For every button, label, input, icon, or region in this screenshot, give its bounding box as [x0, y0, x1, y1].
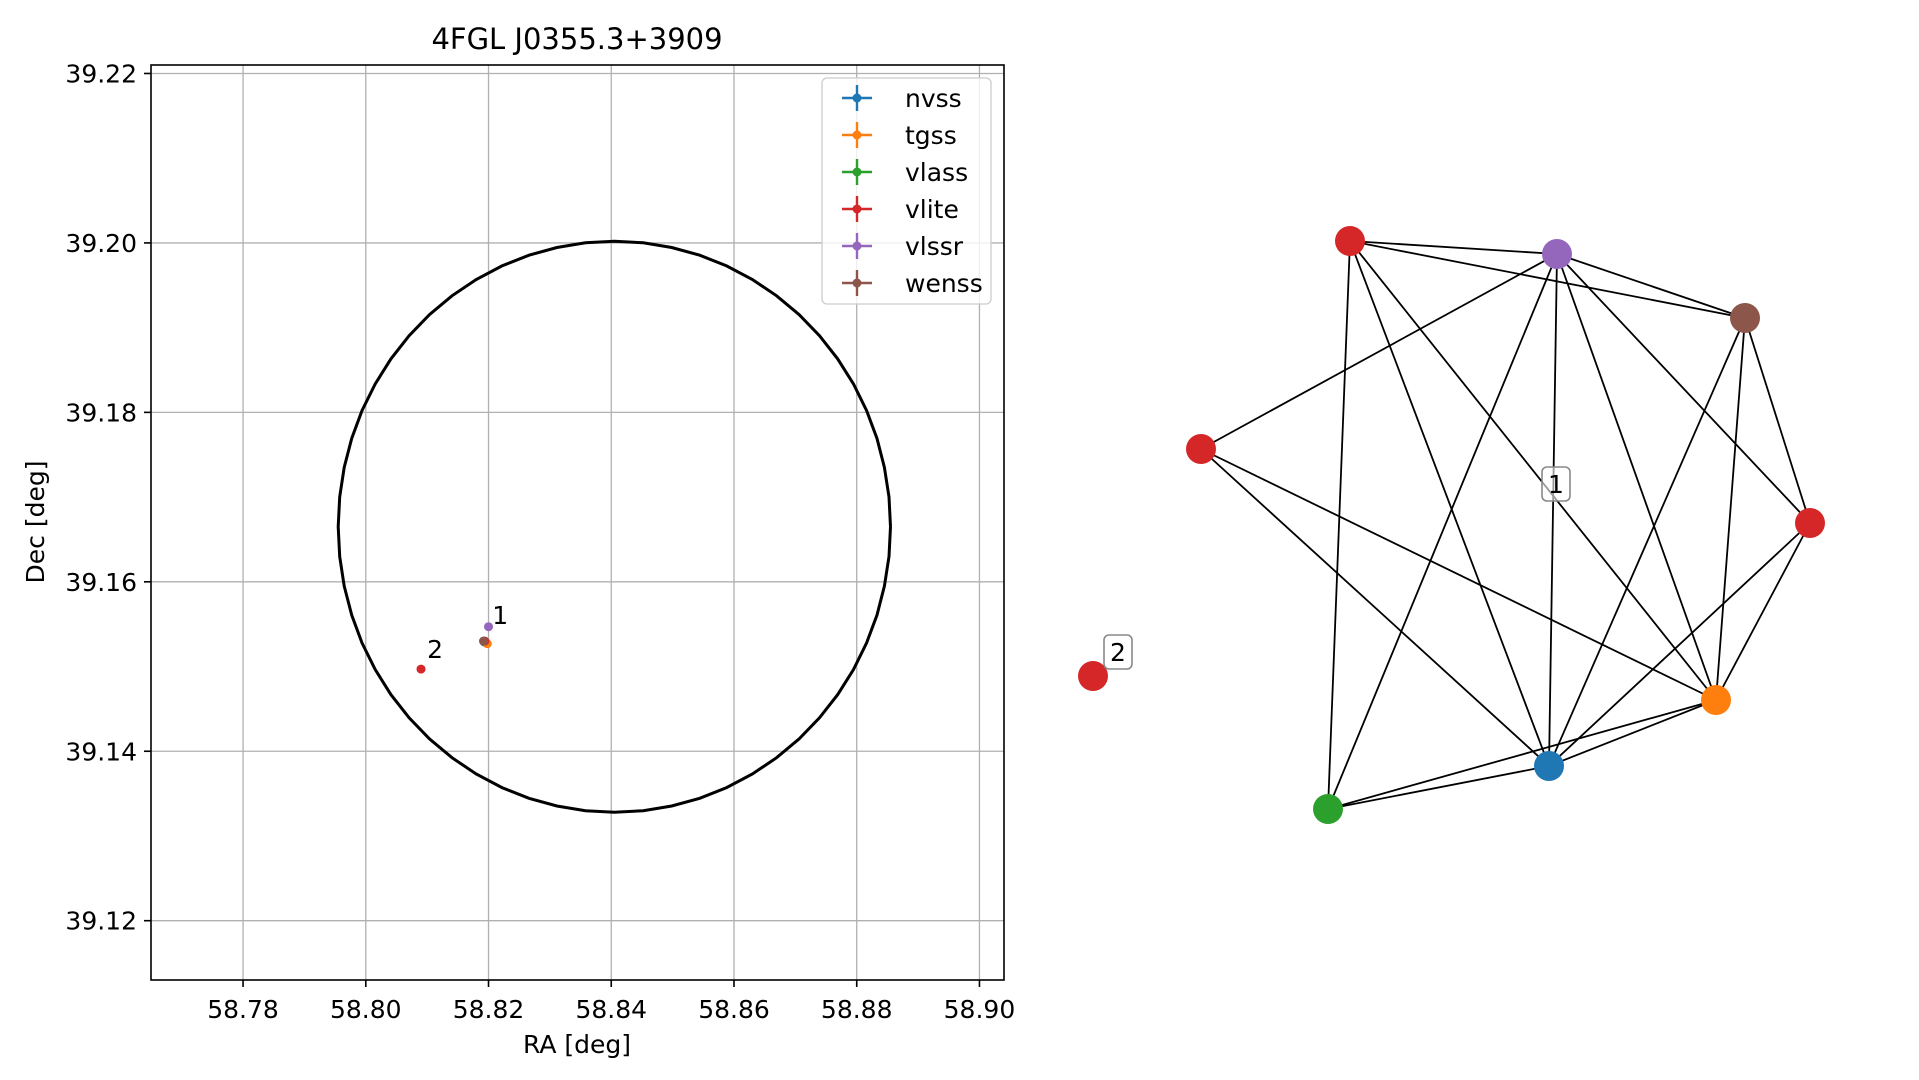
legend-dot-vlite [852, 204, 862, 214]
network-edge [1327, 765, 1550, 810]
network-node [1186, 434, 1216, 464]
x-axis-label: RA [deg] [523, 1030, 631, 1059]
network-label-text: 2 [1110, 638, 1126, 667]
network-edge [1200, 448, 1550, 767]
network-edge [1200, 448, 1717, 701]
data-point-vlite [416, 664, 426, 674]
network-edge [1349, 240, 1558, 255]
y-axis-label: Dec [deg] [21, 461, 50, 584]
y-tick-label: 39.20 [65, 229, 137, 258]
network-node [1335, 226, 1365, 256]
network-node [1542, 239, 1572, 269]
legend-label-tgss: tgss [905, 121, 957, 150]
network-node [1534, 751, 1564, 781]
x-axis: 58.78 58.80 58.82 58.84 58.86 58.88 58.90 [207, 980, 1015, 1024]
network-label-box [1541, 466, 1571, 502]
legend: nvss tgss vlass vlite vlssr wenss [821, 77, 992, 305]
legend-dot-tgss [852, 130, 862, 140]
legend-label-wenss: wenss [905, 269, 983, 298]
x-tick-label: 58.90 [944, 995, 1016, 1024]
sky-plot: 4FGL J0355.3+3909 12 58.78 58.80 58.82 58.8… [21, 22, 1015, 1059]
legend-label-nvss: nvss [905, 84, 962, 113]
network-edge [1556, 253, 1811, 524]
y-tick-label: 39.14 [65, 737, 137, 766]
network-label-text: 1 [1548, 470, 1564, 499]
y-axis: 39.12 39.14 39.16 39.18 39.20 39.22 [65, 59, 151, 936]
x-tick-label: 58.82 [453, 995, 525, 1024]
network-edge [1349, 240, 1746, 319]
network-node [1730, 303, 1760, 333]
network-edge [1715, 317, 1746, 701]
x-tick-label: 58.80 [330, 995, 402, 1024]
legend-dot-vlssr [852, 241, 862, 251]
network-node [1795, 508, 1825, 538]
data-point-vlssr [484, 622, 494, 632]
network-edge [1548, 253, 1558, 767]
legend-dot-vlass [852, 167, 862, 177]
y-tick-label: 39.22 [65, 59, 137, 88]
network-edge [1548, 317, 1746, 767]
network-graph: 12 [1078, 226, 1825, 824]
sky-plot-title: 4FGL J0355.3+3909 [431, 22, 722, 56]
network-edges [1200, 240, 1811, 810]
x-tick-label: 58.86 [698, 995, 770, 1024]
x-tick-label: 58.88 [821, 995, 893, 1024]
y-tick-label: 39.18 [65, 398, 137, 427]
network-edge [1349, 240, 1717, 701]
y-tick-label: 39.12 [65, 907, 137, 936]
network-edge [1556, 253, 1746, 319]
legend-label-vlass: vlass [905, 158, 968, 187]
network-edge [1556, 253, 1717, 701]
point-annotation-label: 2 [427, 635, 443, 664]
network-edge [1548, 699, 1717, 767]
legend-dot-nvss [852, 93, 862, 103]
network-node [1313, 794, 1343, 824]
network-edge [1349, 240, 1550, 767]
x-tick-label: 58.78 [207, 995, 279, 1024]
point-annotation-label: 1 [492, 601, 508, 630]
legend-label-vlite: vlite [905, 195, 959, 224]
ellipse-outline [336, 239, 892, 814]
network-nodes [1078, 226, 1825, 824]
data-points [416, 622, 494, 674]
legend-entries: nvss tgss vlass vlite vlssr wenss [842, 84, 983, 298]
legend-label-vlssr: vlssr [905, 232, 964, 261]
network-node [1701, 685, 1731, 715]
network-edge [1744, 317, 1811, 524]
data-point-wenss [479, 636, 489, 646]
network-label-box [1103, 634, 1133, 670]
network-edge [1327, 240, 1351, 810]
x-tick-label: 58.84 [575, 995, 647, 1024]
point-annotations: 12 [427, 601, 508, 664]
network-edge [1715, 522, 1811, 701]
y-tick-label: 39.16 [65, 568, 137, 597]
network-edge [1200, 253, 1558, 450]
plot-frame [150, 64, 1005, 981]
network-edge [1327, 699, 1717, 810]
network-labels: 12 [1103, 466, 1571, 670]
network-edge [1548, 522, 1811, 767]
network-edge [1327, 253, 1558, 810]
network-node [1078, 661, 1108, 691]
legend-dot-wenss [852, 278, 862, 288]
